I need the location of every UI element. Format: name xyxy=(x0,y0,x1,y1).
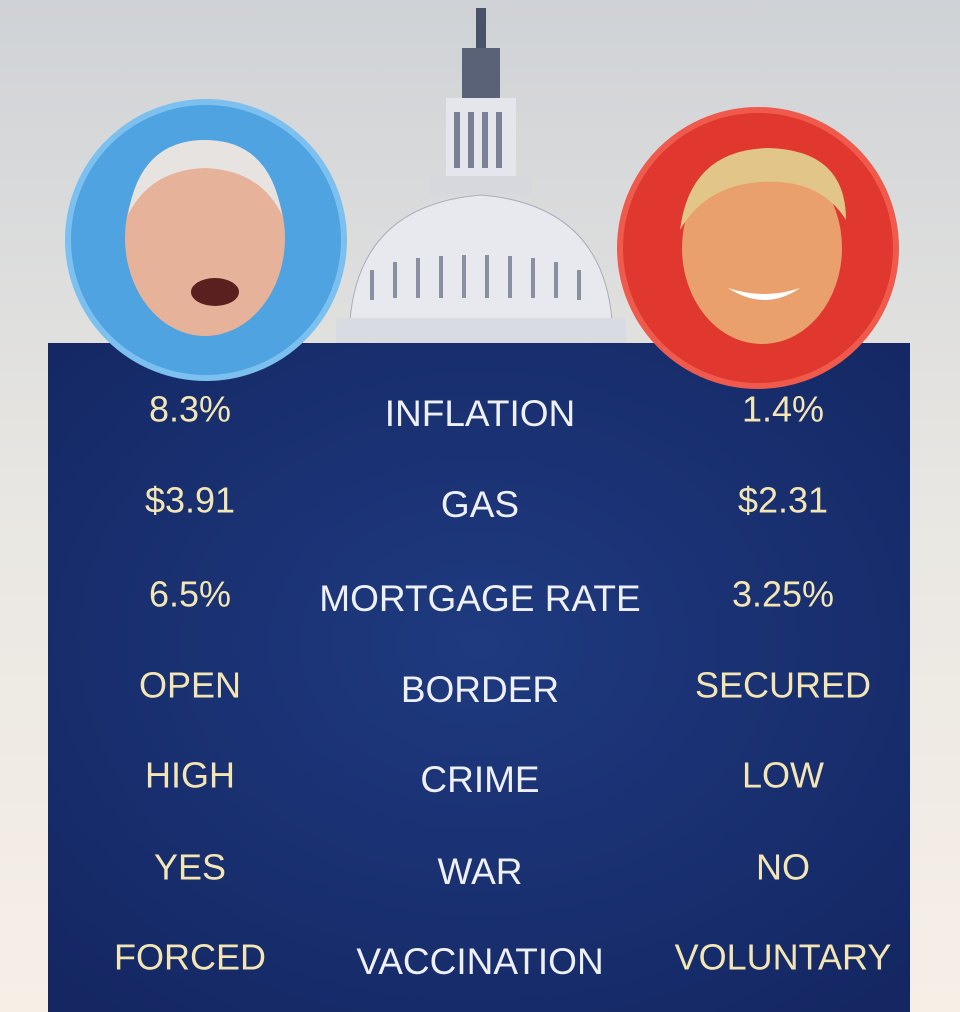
row-label: VACCINATION xyxy=(356,941,603,982)
row-label: INFLATION xyxy=(385,393,576,434)
right-value: SECURED xyxy=(695,665,871,706)
dome xyxy=(336,8,626,344)
right-value: $2.31 xyxy=(738,480,828,521)
left-value: YES xyxy=(154,847,226,888)
right-value: LOW xyxy=(742,755,824,796)
left-value: 8.3% xyxy=(149,389,231,430)
row-label: GAS xyxy=(441,484,519,525)
row-label: MORTGAGE RATE xyxy=(319,578,640,619)
row-label: WAR xyxy=(438,851,523,892)
right-value: NO xyxy=(756,847,810,888)
comparison-table: 8.3% INFLATION 1.4% $3.91 GAS $2.31 6.5% MORTGA… xyxy=(114,389,891,982)
left-value: HIGH xyxy=(145,755,235,796)
left-portrait xyxy=(65,99,347,381)
panel xyxy=(48,343,910,1012)
left-value: OPEN xyxy=(139,665,241,706)
left-value: FORCED xyxy=(114,937,266,978)
right-portrait xyxy=(617,107,899,389)
row-label: CRIME xyxy=(420,759,539,800)
right-value: 1.4% xyxy=(742,389,824,430)
row-label: BORDER xyxy=(401,669,559,710)
right-value: 3.25% xyxy=(732,574,834,615)
left-value: $3.91 xyxy=(145,480,235,521)
right-value: VOLUNTARY xyxy=(675,937,892,978)
left-value: 6.5% xyxy=(149,574,231,615)
